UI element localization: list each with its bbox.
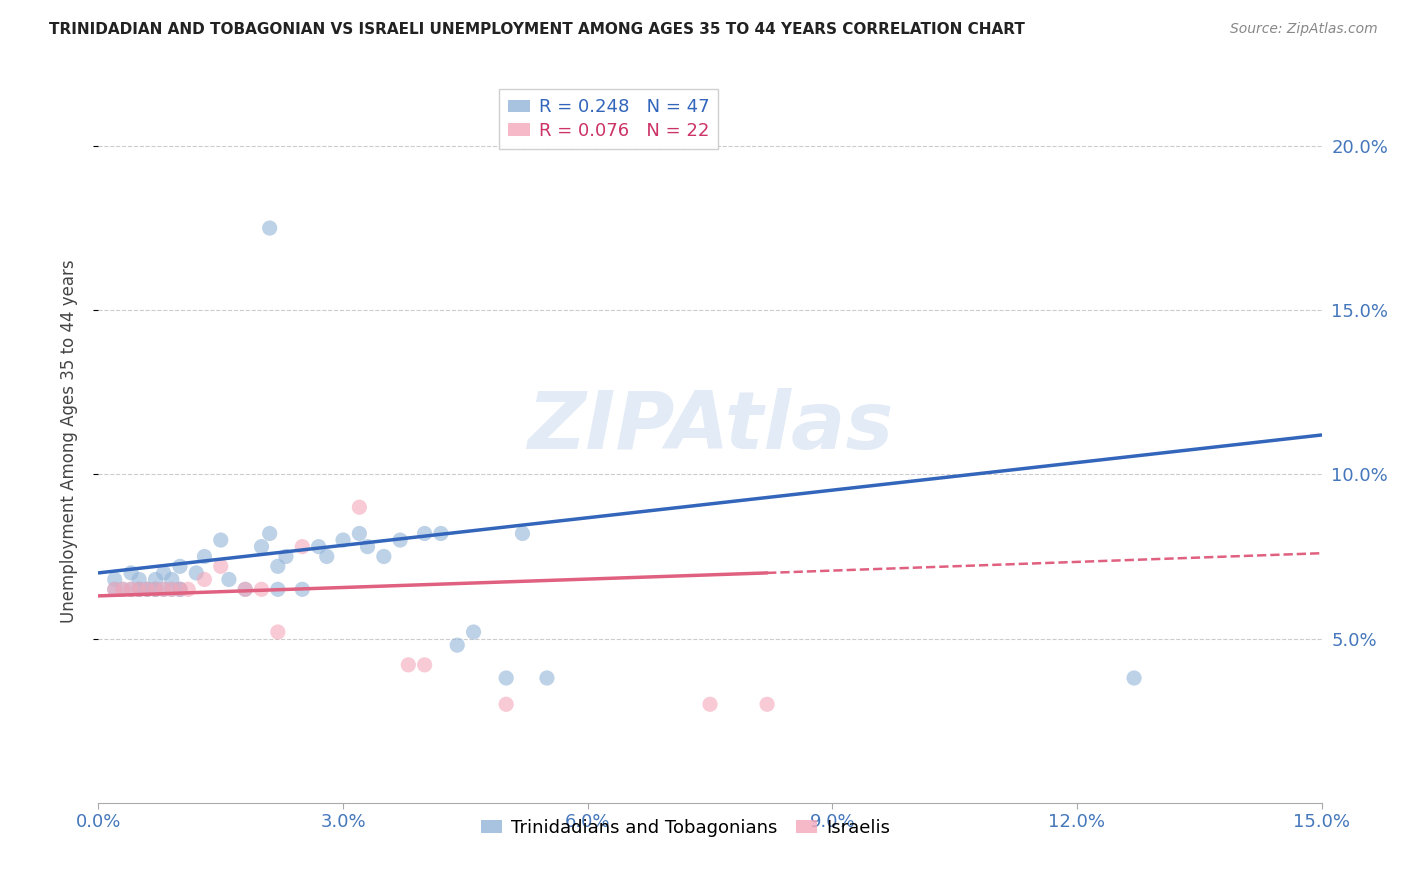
Point xyxy=(1123,671,1146,685)
Point xyxy=(536,671,558,685)
Point xyxy=(136,582,159,597)
Point xyxy=(104,582,127,597)
Legend: Trinidadians and Tobagonians, Israelis: Trinidadians and Tobagonians, Israelis xyxy=(474,812,897,845)
Point xyxy=(389,533,412,547)
Point xyxy=(291,540,314,554)
Point xyxy=(430,526,453,541)
Point xyxy=(145,582,167,597)
Point xyxy=(250,582,273,597)
Point xyxy=(250,540,273,554)
Point xyxy=(446,638,468,652)
Point xyxy=(145,573,167,587)
Point xyxy=(218,573,240,587)
Point xyxy=(396,657,419,672)
Point xyxy=(169,582,191,597)
Point xyxy=(160,573,183,587)
Point xyxy=(463,625,485,640)
Point xyxy=(267,559,290,574)
Point xyxy=(413,526,436,541)
Point xyxy=(177,582,200,597)
Point xyxy=(152,582,174,597)
Point xyxy=(128,582,150,597)
Point xyxy=(274,549,297,564)
Text: TRINIDADIAN AND TOBAGONIAN VS ISRAELI UNEMPLOYMENT AMONG AGES 35 TO 44 YEARS COR: TRINIDADIAN AND TOBAGONIAN VS ISRAELI UN… xyxy=(49,22,1025,37)
Point xyxy=(349,500,371,515)
Point xyxy=(193,549,215,564)
Point xyxy=(259,526,281,541)
Text: ZIPAtlas: ZIPAtlas xyxy=(527,388,893,467)
Point xyxy=(186,566,208,580)
Point xyxy=(233,582,256,597)
Point xyxy=(413,657,436,672)
Point xyxy=(373,549,395,564)
Point xyxy=(315,549,337,564)
Point xyxy=(169,559,191,574)
Point xyxy=(136,582,159,597)
Point xyxy=(259,221,281,235)
Point xyxy=(169,582,191,597)
Point xyxy=(145,582,167,597)
Point xyxy=(512,526,534,541)
Point xyxy=(267,582,290,597)
Point xyxy=(120,582,142,597)
Point xyxy=(233,582,256,597)
Point xyxy=(145,582,167,597)
Point xyxy=(756,698,779,712)
Point xyxy=(104,573,127,587)
Point xyxy=(128,582,150,597)
Point xyxy=(152,582,174,597)
Point xyxy=(495,671,517,685)
Point xyxy=(104,582,127,597)
Point xyxy=(291,582,314,597)
Point xyxy=(267,625,290,640)
Point xyxy=(209,533,232,547)
Point xyxy=(193,573,215,587)
Point xyxy=(111,582,134,597)
Point xyxy=(128,582,150,597)
Point xyxy=(356,540,378,554)
Text: Source: ZipAtlas.com: Source: ZipAtlas.com xyxy=(1230,22,1378,37)
Point xyxy=(209,559,232,574)
Point xyxy=(349,526,371,541)
Point xyxy=(120,566,142,580)
Point xyxy=(120,582,142,597)
Point xyxy=(308,540,330,554)
Point xyxy=(699,698,721,712)
Point xyxy=(128,573,150,587)
Point xyxy=(136,582,159,597)
Point xyxy=(111,582,134,597)
Point xyxy=(152,566,174,580)
Point xyxy=(495,698,517,712)
Point xyxy=(332,533,354,547)
Point xyxy=(160,582,183,597)
Y-axis label: Unemployment Among Ages 35 to 44 years: Unemployment Among Ages 35 to 44 years xyxy=(59,260,77,624)
Point xyxy=(160,582,183,597)
Point xyxy=(169,582,191,597)
